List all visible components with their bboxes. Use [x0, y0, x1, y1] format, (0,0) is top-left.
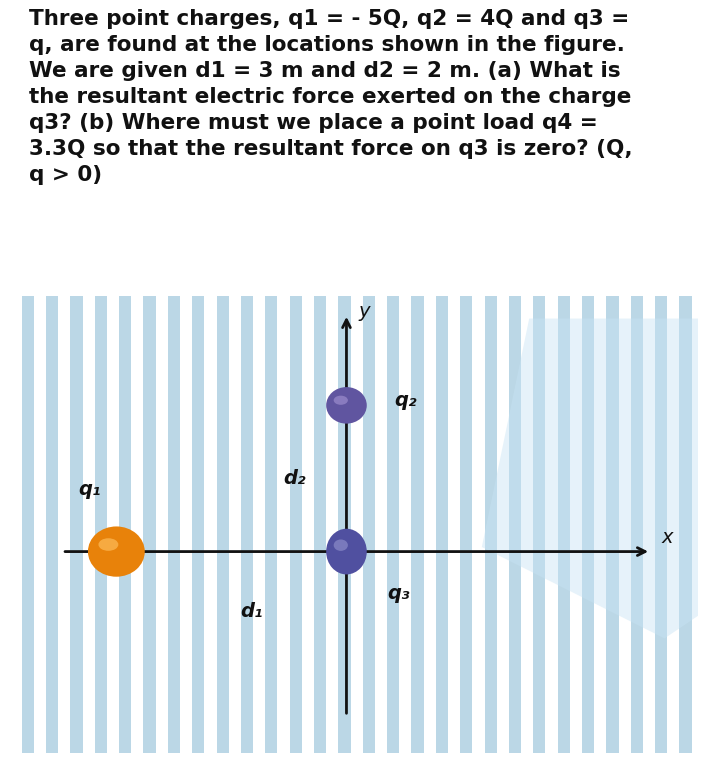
- Bar: [168, 296, 180, 753]
- Ellipse shape: [333, 396, 348, 405]
- Text: y: y: [359, 302, 370, 321]
- Bar: [460, 296, 472, 753]
- Bar: [680, 296, 692, 753]
- Text: Three point charges, q1 = - 5Q, q2 = 4Q and q3 =
q, are found at the locations s: Three point charges, q1 = - 5Q, q2 = 4Q …: [29, 8, 632, 185]
- Bar: [631, 296, 643, 753]
- Bar: [363, 296, 375, 753]
- Ellipse shape: [88, 526, 145, 577]
- Bar: [387, 296, 400, 753]
- Bar: [338, 296, 351, 753]
- Bar: [655, 296, 667, 753]
- Bar: [582, 296, 594, 753]
- Bar: [119, 296, 131, 753]
- Bar: [314, 296, 326, 753]
- Bar: [509, 296, 521, 753]
- Text: d₂: d₂: [284, 469, 306, 488]
- Bar: [265, 296, 277, 753]
- Bar: [143, 296, 156, 753]
- Ellipse shape: [326, 387, 366, 424]
- Ellipse shape: [99, 538, 118, 551]
- Bar: [606, 296, 618, 753]
- Bar: [241, 296, 253, 753]
- Bar: [436, 296, 448, 753]
- Bar: [411, 296, 423, 753]
- Bar: [192, 296, 204, 753]
- Bar: [289, 296, 302, 753]
- Bar: [22, 296, 34, 753]
- Text: q₁: q₁: [78, 480, 101, 499]
- Bar: [485, 296, 497, 753]
- Ellipse shape: [326, 528, 366, 574]
- Bar: [71, 296, 83, 753]
- Bar: [46, 296, 58, 753]
- Bar: [95, 296, 107, 753]
- Ellipse shape: [333, 539, 348, 551]
- Polygon shape: [482, 319, 698, 638]
- Text: q₂: q₂: [394, 391, 416, 410]
- Text: d₁: d₁: [240, 602, 263, 621]
- Text: q₃: q₃: [387, 584, 410, 603]
- Bar: [534, 296, 546, 753]
- Text: x: x: [661, 528, 672, 547]
- Bar: [217, 296, 229, 753]
- Bar: [557, 296, 570, 753]
